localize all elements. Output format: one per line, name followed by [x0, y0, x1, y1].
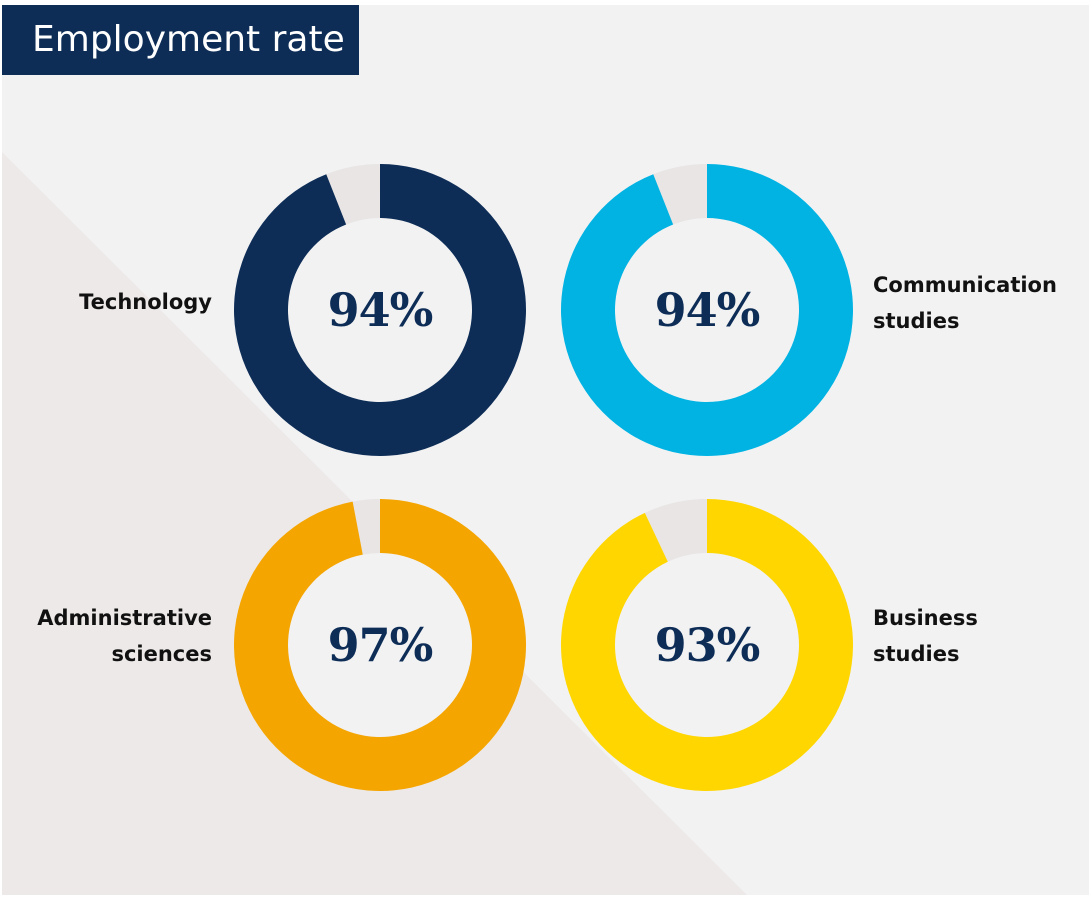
- category-label-communication-studies: Communication studies: [873, 267, 1057, 339]
- donut-chart-administrative-sciences: [234, 499, 526, 791]
- category-label-line: Business: [873, 606, 978, 630]
- chart-canvas: Employment rate 94% Technology 94% Commu…: [2, 5, 1089, 895]
- donut-chart-technology: [233, 164, 526, 456]
- donut-segment-technology: [233, 164, 526, 456]
- value-label-communication-studies: 94%: [654, 283, 761, 337]
- donut-hole: [288, 553, 472, 737]
- donut-chart-business-studies: [561, 499, 853, 791]
- category-label-line: studies: [873, 309, 960, 333]
- donut-communication-studies: 94%: [557, 160, 857, 460]
- donut-hole: [615, 218, 799, 402]
- category-label-line: Communication: [873, 273, 1057, 297]
- donut-remainder-administrative-sciences: [352, 499, 380, 555]
- donut-hole: [288, 218, 472, 402]
- value-label-business-studies: 93%: [654, 618, 761, 672]
- donut-hole: [615, 553, 799, 737]
- value-label-administrative-sciences: 97%: [327, 618, 434, 672]
- category-label-line: sciences: [111, 642, 212, 666]
- category-label-line: Technology: [79, 290, 212, 314]
- category-label-business-studies: Business studies: [873, 600, 978, 672]
- donut-segment-administrative-sciences: [234, 499, 526, 791]
- category-label-technology: Technology: [79, 284, 212, 320]
- value-label-technology: 94%: [327, 283, 434, 337]
- donut-remainder-communication-studies: [653, 164, 707, 225]
- category-label-line: studies: [873, 642, 960, 666]
- donut-business-studies: 93%: [557, 495, 857, 795]
- donut-remainder-technology: [326, 164, 380, 225]
- diagonal-background-shape: [2, 152, 747, 895]
- donut-remainder-business-studies: [644, 499, 707, 562]
- donut-administrative-sciences: 97%: [230, 495, 530, 795]
- donut-segment-communication-studies: [561, 164, 853, 456]
- category-label-line: Administrative: [37, 606, 212, 630]
- donut-chart-communication-studies: [561, 164, 853, 456]
- donut-segment-business-studies: [561, 499, 853, 791]
- chart-title: Employment rate: [2, 5, 359, 75]
- category-label-administrative-sciences: Administrative sciences: [37, 600, 212, 672]
- donut-technology: 94%: [230, 160, 530, 460]
